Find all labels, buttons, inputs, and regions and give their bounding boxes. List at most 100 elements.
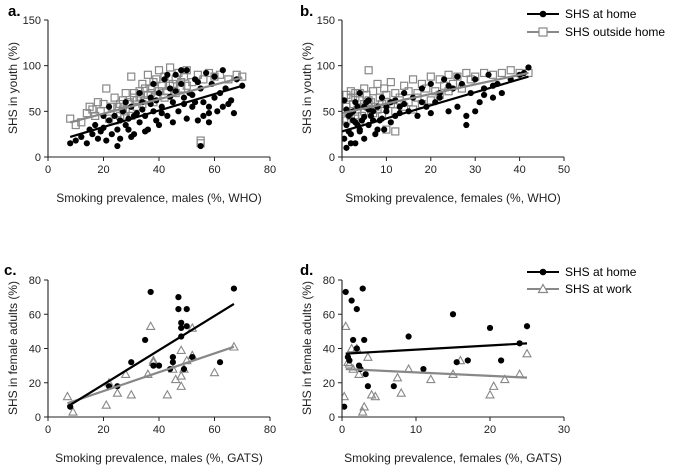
data-point-circle [178,80,185,88]
data-point-circle [427,80,434,88]
fit-line [66,303,235,408]
data-point-square [85,102,94,111]
panel-b-label: b. [300,3,313,20]
data-point-circle [342,288,349,296]
data-point-circle [205,110,213,117]
data-point-triangle [370,391,381,401]
data-point-triangle [366,389,377,399]
data-point-circle [183,115,190,122]
data-point-circle [216,359,224,366]
x-tick-label: 0 [339,424,345,436]
legend-bottom: SHS at home SHS at work [527,265,637,296]
data-point-circle [89,131,96,138]
data-point-circle [472,108,479,115]
data-point-circle [92,121,99,129]
data-point-circle [125,126,132,133]
data-point-circle [94,135,102,142]
data-point-circle [498,357,505,364]
data-point-square [373,79,382,89]
data-point-triangle [485,389,495,399]
data-point-circle [350,336,357,344]
data-point-circle [387,119,394,126]
panel-a: a. 0 20 40 60 80 0 50 100 150 Smoking prevalence… [6,3,276,205]
data-point-triangle [62,391,73,401]
fit-line [69,76,243,124]
data-point-square [408,75,418,84]
y-tick-label: 80 [323,275,335,287]
legend-top-label-2: SHS outside home [565,25,665,39]
data-point-circle [219,67,226,74]
x-tick-label: 20 [97,424,109,436]
data-point-square [355,88,364,98]
data-point-square [154,66,164,75]
y-tick-label: 150 [317,15,335,27]
data-point-circle [114,142,121,150]
data-point-triangle [176,345,187,354]
data-point-triangle [112,387,123,397]
data-point-circle [365,97,372,104]
data-point-circle [361,336,368,344]
data-point-triangle [346,343,357,353]
data-point-square [102,84,111,93]
y-tick-label: 80 [29,275,41,287]
fit-line [342,71,529,115]
data-point-triangle [120,369,131,378]
data-point-square [138,79,147,89]
data-point-circle [183,67,190,74]
fit-line [345,342,528,355]
data-point-circle [128,133,135,141]
data-point-circle [480,91,488,98]
panel-a-xlabel: Smoking prevalence, males (%, WHO) [56,191,261,205]
data-point-square [121,88,130,98]
data-point-triangle [354,369,364,378]
data-point-circle [169,99,176,106]
data-point-triangle [359,401,370,411]
data-point-circle [200,112,207,119]
fit-line [342,75,529,133]
data-point-circle [147,288,154,296]
data-point-square [346,87,355,96]
data-point-circle [523,323,531,330]
y-tick-label: 40 [29,344,41,356]
data-point-circle [122,99,129,106]
y-tick-label: 0 [329,412,335,424]
data-point-circle [356,89,363,97]
data-point-circle [189,103,196,110]
legend-bottom-label-2: SHS at work [565,282,633,296]
data-point-circle [225,100,232,108]
panel-c-fit-lines [66,303,235,408]
data-point-circle [175,306,182,313]
data-point-circle [353,306,360,313]
data-point-circle [342,403,348,410]
panel-a-axes: 0 20 40 60 80 0 50 100 150 [23,15,276,176]
x-tick-label: 0 [45,424,51,436]
data-point-circle [230,110,238,117]
data-point-triangle [176,381,187,390]
y-tick-label: 100 [23,61,41,73]
data-point-square [179,72,189,81]
data-point-circle [427,110,434,117]
data-point-triangle [522,348,532,358]
data-point-square [506,66,515,75]
panel-a-label: a. [8,3,21,20]
y-tick-label: 50 [323,106,335,118]
y-tick-label: 60 [29,309,41,321]
data-point-circle [178,67,185,74]
x-tick-label: 20 [484,424,496,436]
data-point-circle [390,383,397,390]
data-point-circle [476,99,483,106]
x-tick-label: 40 [153,164,165,176]
data-point-circle [183,306,190,313]
data-point-circle [164,112,171,119]
panel-d-axes: 0 10 20 30 0 20 40 60 80 [323,275,570,436]
data-point-circle [383,103,390,110]
data-point-circle [164,71,171,78]
legend-bottom-marker-2 [537,283,549,294]
data-point-circle [454,103,461,110]
data-point-triangle [499,374,510,384]
data-point-triangle [228,341,239,351]
data-point-triangle [209,367,220,377]
data-point-circle [214,108,221,115]
panel-c-label: c. [4,262,17,279]
